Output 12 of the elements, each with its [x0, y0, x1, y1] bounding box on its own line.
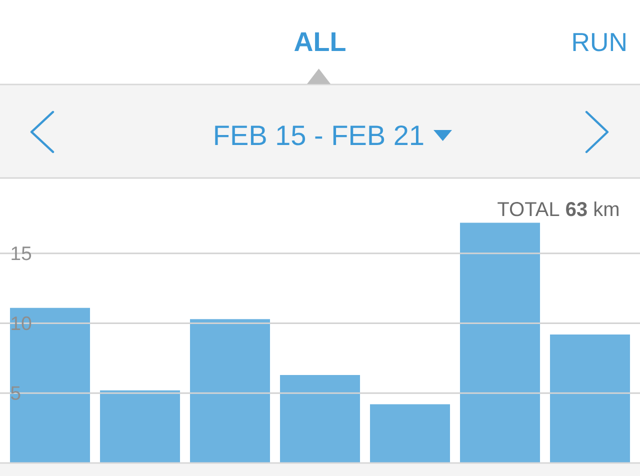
y-tick-label: 15	[12, 246, 32, 260]
bar	[550, 334, 630, 463]
bar	[10, 308, 90, 463]
bar	[190, 319, 270, 463]
annotation: TOTAL 63 km	[498, 201, 618, 216]
bar	[460, 222, 540, 463]
bar	[370, 404, 450, 463]
chart-title: FEB 15 - FEB 21	[215, 125, 424, 146]
text: ALL	[294, 32, 346, 51]
bar	[100, 390, 180, 463]
text: RUN	[573, 33, 626, 52]
bar	[280, 374, 360, 463]
